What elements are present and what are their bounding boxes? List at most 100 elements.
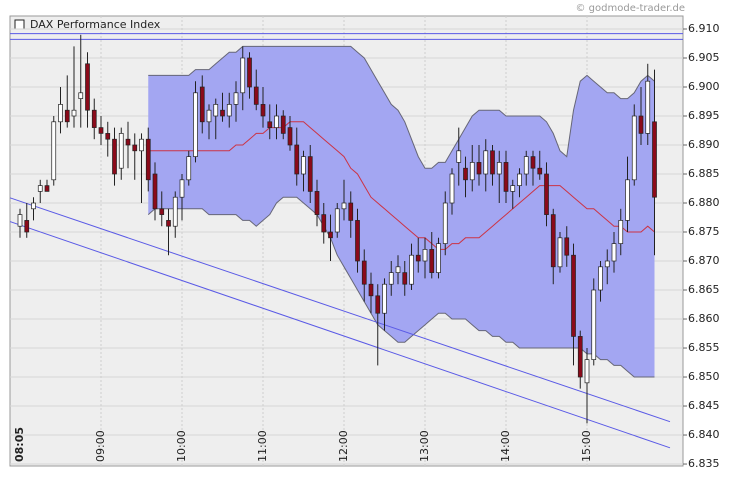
candle-body (105, 133, 111, 140)
candle-body (571, 254, 576, 337)
candle-body (179, 179, 185, 198)
candle-body (388, 272, 394, 285)
candle-body (368, 283, 374, 297)
x-tick-label: 15:00 (580, 430, 593, 462)
candle-body (253, 86, 259, 105)
candle-body (145, 138, 151, 181)
candle-body (577, 336, 583, 378)
candle-body (544, 173, 549, 215)
candle-body (395, 266, 401, 273)
band-upper (148, 45, 655, 169)
candle-body (355, 220, 360, 262)
y-tick-label: 6.895 (688, 109, 720, 122)
candle-body (226, 104, 232, 117)
candle-body (206, 109, 212, 123)
candle-body (274, 115, 279, 128)
candle-body (118, 133, 124, 169)
x-tick-label: 09:00 (94, 430, 107, 462)
candle-body (604, 260, 610, 268)
candle-body (523, 156, 529, 175)
y-tick-label: 6.870 (688, 254, 720, 267)
candle-body (564, 237, 570, 256)
candle-body (361, 260, 367, 285)
candle-body (247, 57, 252, 88)
candle-body (496, 162, 502, 175)
candle-body (638, 115, 644, 134)
candle-body (98, 127, 104, 134)
candle-body (550, 214, 556, 268)
candle-body (537, 167, 543, 175)
candle-body (17, 214, 23, 227)
candle-body (152, 173, 158, 210)
candle-body (409, 254, 414, 285)
candle-body (557, 237, 563, 268)
candle-body (382, 283, 387, 314)
trend-line (9, 221, 671, 449)
candle-body (199, 86, 205, 123)
candle-body (240, 57, 246, 94)
x-tick-label: 08:05 (13, 427, 26, 462)
x-tick-label: 14:00 (499, 430, 512, 462)
candle-body (652, 121, 657, 198)
candle-body (24, 220, 30, 233)
candle-body (159, 208, 165, 215)
candle-body (58, 104, 63, 123)
chart-title: DAX Performance Index (30, 18, 161, 31)
candle-body (584, 359, 590, 384)
candle-body (530, 156, 536, 169)
candle-body (598, 266, 603, 291)
candle-body (503, 162, 509, 192)
candle-body (422, 249, 428, 262)
candle-body (328, 231, 333, 239)
y-tick-label: 6.880 (688, 196, 720, 209)
y-tick-label: 6.855 (688, 341, 720, 354)
x-tick-label: 10:00 (175, 430, 188, 462)
candle-body (166, 220, 171, 227)
candle-body (31, 202, 36, 210)
candle-body (71, 109, 77, 117)
x-tick-label: 13:00 (418, 430, 431, 462)
y-tick-label: 6.900 (688, 80, 720, 93)
candle-body (611, 243, 617, 262)
candle-body (125, 138, 131, 146)
candle-body (280, 115, 286, 134)
candle-body (490, 150, 495, 175)
y-tick-label: 6.910 (688, 22, 720, 35)
candle-body (233, 92, 239, 105)
band-lower (147, 196, 655, 378)
candle-body (415, 254, 421, 262)
candle-body (334, 208, 340, 233)
candle-body (213, 104, 219, 117)
candle-body (476, 162, 482, 175)
candle-body (287, 127, 293, 146)
candle-body (483, 150, 489, 175)
y-tick-label: 6.840 (688, 428, 720, 441)
candle-body (442, 202, 448, 244)
candle-body (402, 272, 408, 285)
y-tick-label: 6.845 (688, 399, 720, 412)
candle-body (112, 138, 117, 175)
y-tick-label: 6.905 (688, 51, 720, 64)
candle-body (294, 144, 300, 175)
candle-body (186, 156, 192, 181)
title-box (14, 19, 25, 30)
y-tick-label: 6.875 (688, 225, 720, 238)
candle-body (321, 214, 327, 233)
y-tick-label: 6.885 (688, 167, 720, 180)
candle-body (449, 173, 455, 204)
candle-body (139, 138, 144, 152)
candle-body (301, 156, 306, 175)
candle-body (625, 179, 630, 221)
y-tick-label: 6.865 (688, 283, 720, 296)
x-tick-label: 11:00 (256, 430, 269, 462)
candle-body (267, 121, 273, 128)
candle-body (631, 115, 637, 181)
candle-body (64, 109, 70, 123)
y-tick-label: 6.850 (688, 370, 720, 383)
candle-body (429, 249, 435, 273)
candle-body (172, 196, 178, 227)
candle-body (85, 63, 90, 111)
band-middle (148, 121, 655, 250)
